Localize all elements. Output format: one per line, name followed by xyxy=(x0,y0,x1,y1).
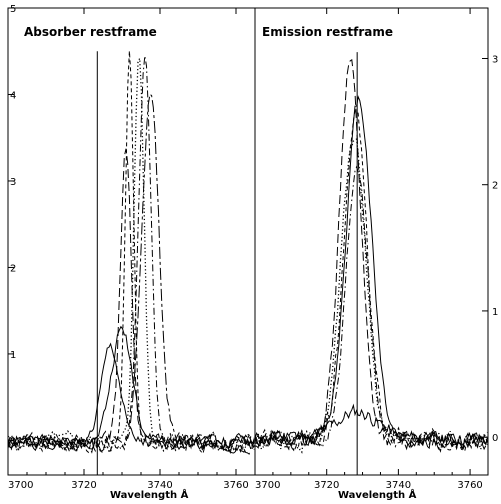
series-line-5 xyxy=(254,138,488,454)
series-line-2 xyxy=(254,95,488,449)
series-group xyxy=(7,50,255,455)
x-axis-label: Wavelength Å xyxy=(110,488,189,501)
y-tick-label: 0 xyxy=(10,436,16,447)
panel-absorber-restframe: Absorber restframe 3700 3720 3740 3760 0123… xyxy=(7,4,256,501)
x-tick-label: 3760 xyxy=(457,480,482,491)
x-tick-label: 3700 xyxy=(255,480,280,491)
x-axis-label: Wavelength Å xyxy=(338,488,417,501)
panel-title: Absorber restframe xyxy=(24,25,157,39)
series-line-3 xyxy=(7,148,255,455)
y-tick-label: 3 xyxy=(492,54,498,65)
series-line-4 xyxy=(254,109,488,453)
y-tick-label: 1 xyxy=(10,350,16,361)
y-ticks: 0 1 2 3 4 5 xyxy=(8,4,16,447)
y-tick-label: 5 xyxy=(10,4,16,15)
panel-emission-restframe: Emission restframe 3700 3720 3740 3760 0123… xyxy=(254,7,498,501)
series-line-6 xyxy=(254,165,488,453)
panel-frame xyxy=(254,7,489,476)
y-tick-label: 2 xyxy=(10,263,16,274)
y-tick-label: 4 xyxy=(10,90,16,101)
series-line-7 xyxy=(7,93,255,455)
x-tick-label: 3740 xyxy=(147,480,172,491)
panel-title: Emission restframe xyxy=(262,25,393,39)
series-line-2 xyxy=(7,325,255,451)
series-line-1 xyxy=(7,342,255,452)
x-tick-label: 3740 xyxy=(386,480,411,491)
series-line-5 xyxy=(7,58,255,454)
x-tick-label: 3720 xyxy=(314,480,339,491)
y-tick-label: 0 xyxy=(492,433,498,444)
series-line-1 xyxy=(254,403,488,450)
x-ticks: 3700 3720 3740 3760 xyxy=(254,8,489,491)
series-group xyxy=(254,58,488,454)
x-tick-label: 3720 xyxy=(71,480,96,491)
y-tick-label: 3 xyxy=(10,177,16,188)
y-tick-label: 1 xyxy=(492,307,498,318)
x-ticks: 3700 3720 3740 3760 xyxy=(7,8,256,491)
y-tick-label: 2 xyxy=(492,181,498,192)
x-tick-label: 3700 xyxy=(8,480,33,491)
y-ticks: 0 1 2 3 xyxy=(482,54,498,444)
series-line-3 xyxy=(254,58,488,452)
x-tick-label: 3760 xyxy=(223,480,248,491)
